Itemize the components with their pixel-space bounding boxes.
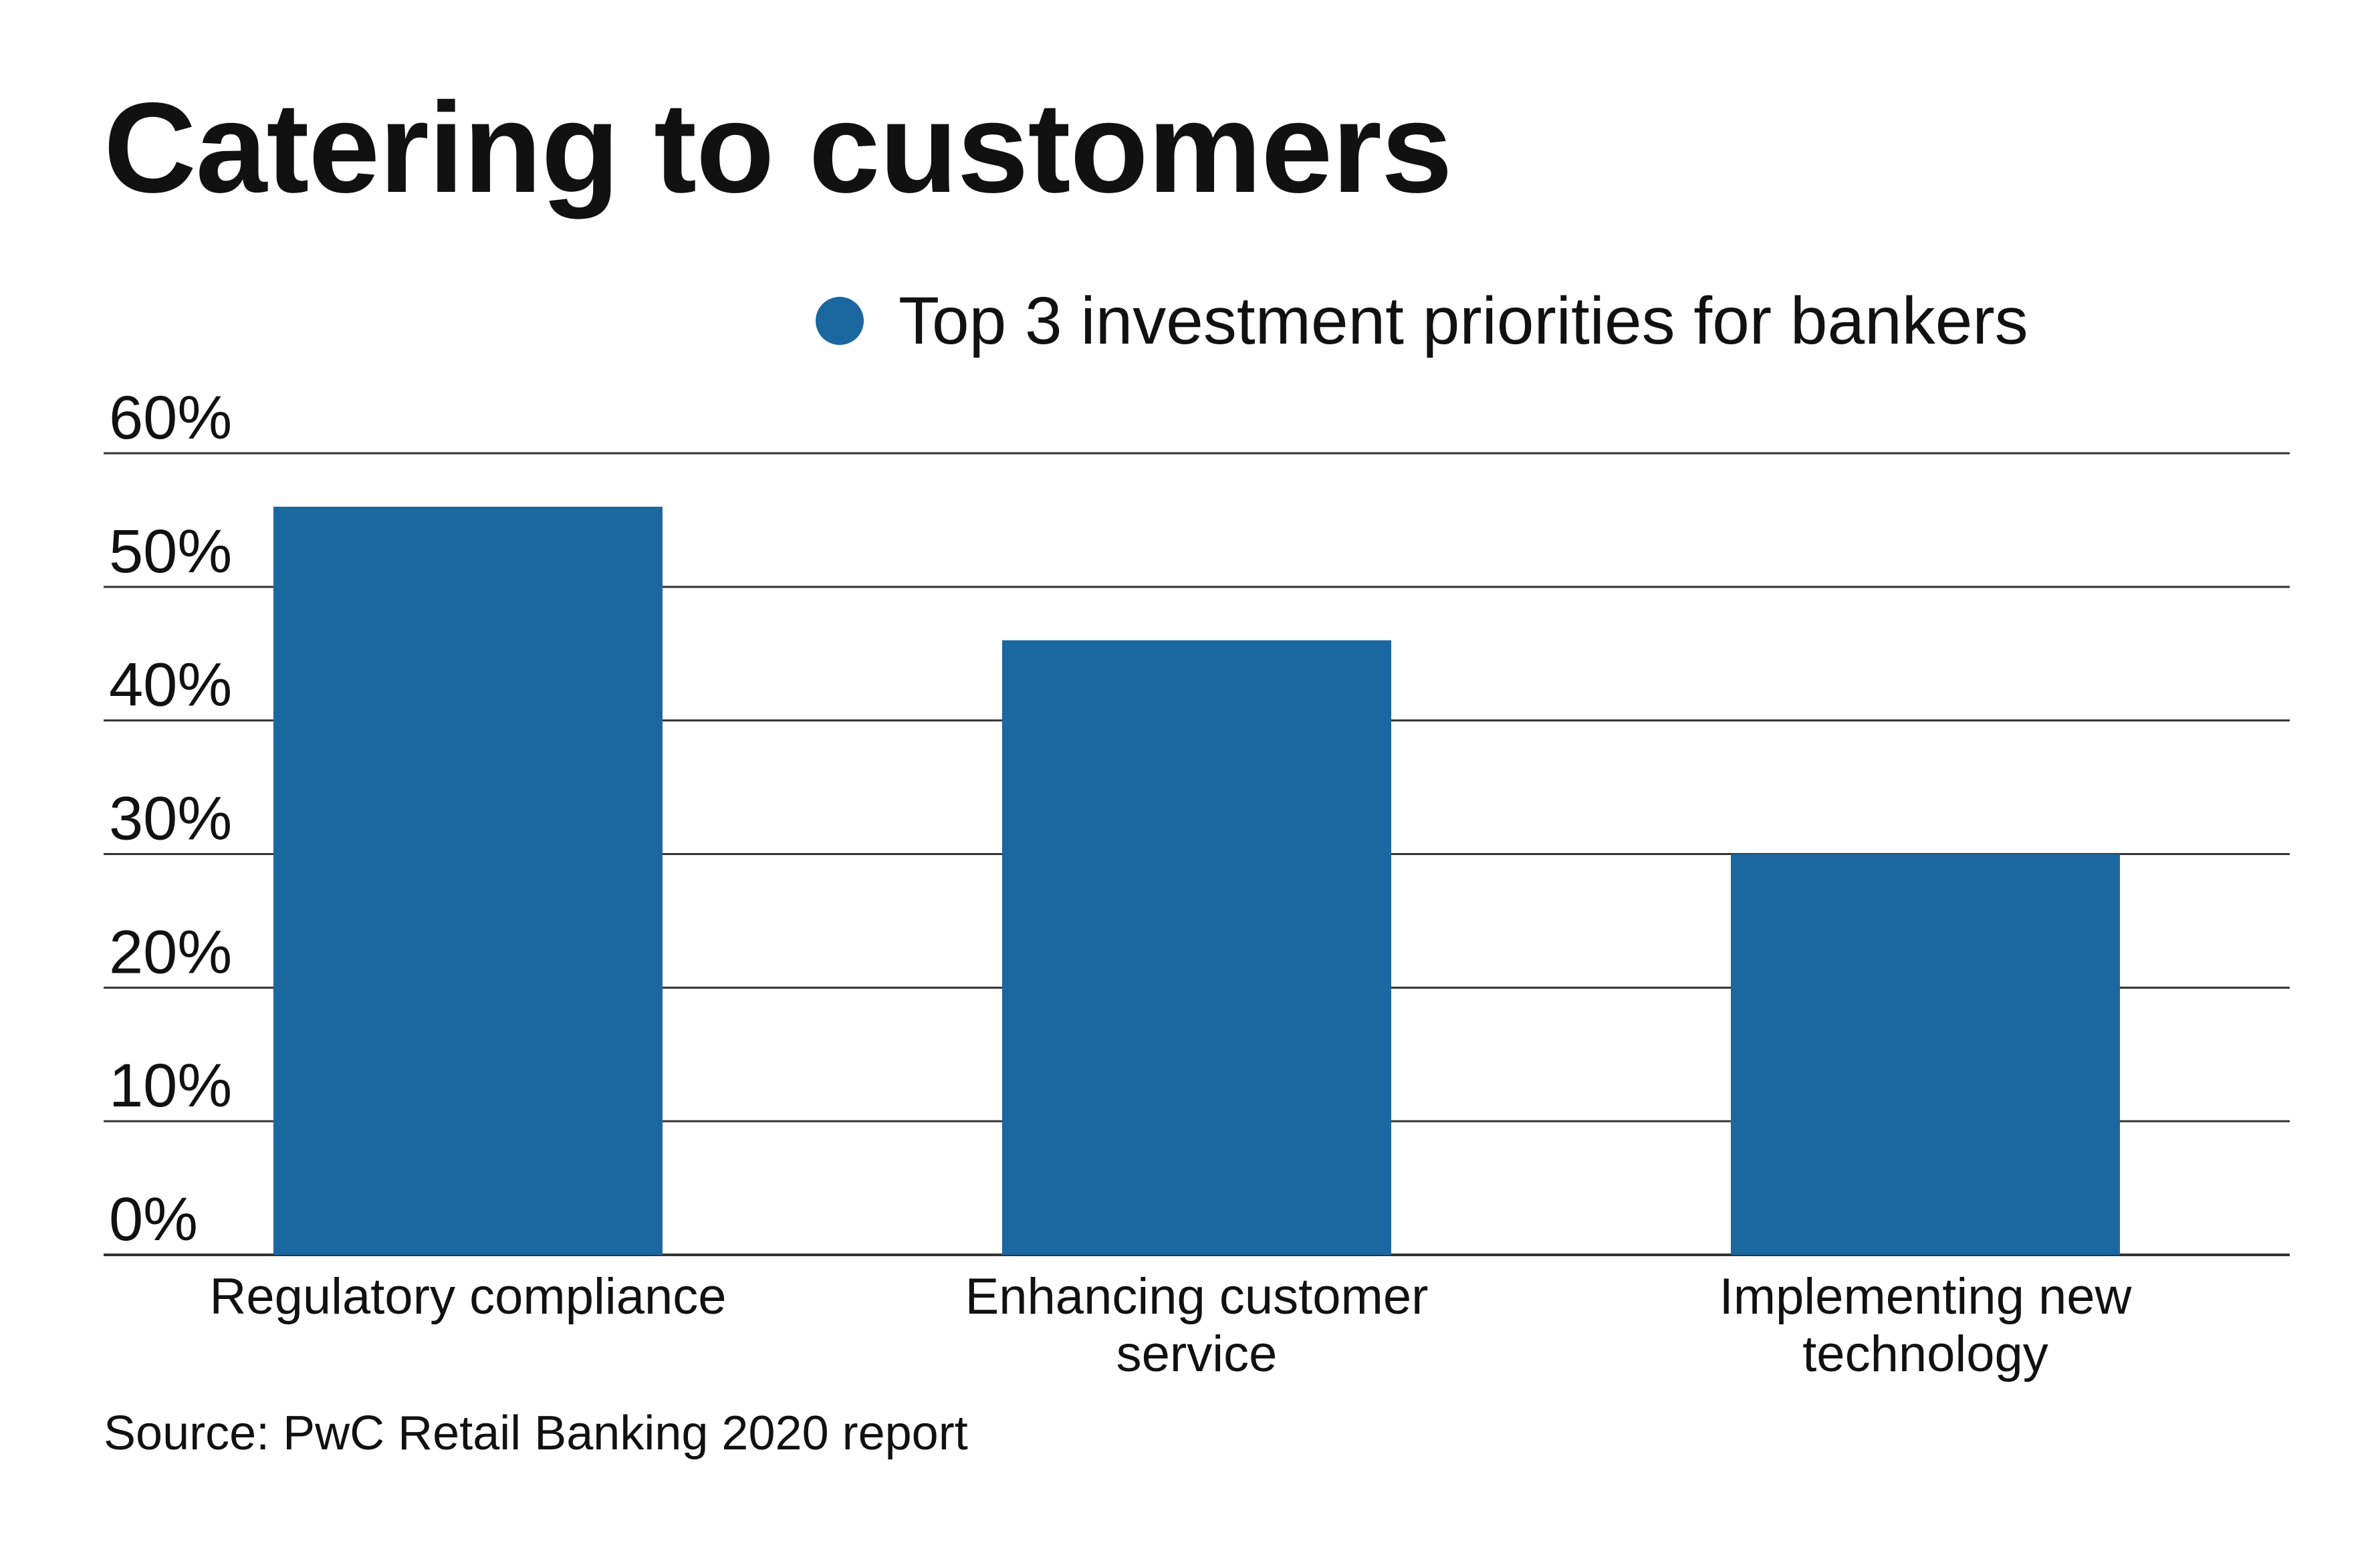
legend: Top 3 investment priorities for bankers: [816, 287, 2028, 354]
bar: [1731, 854, 2120, 1255]
x-category-label: Enhancing customer: [965, 1268, 1429, 1325]
x-category-label: service: [1116, 1326, 1278, 1383]
y-tick-label: 0%: [109, 1185, 198, 1254]
x-category-label: technology: [1802, 1326, 2048, 1383]
y-tick-label: 50%: [109, 517, 232, 586]
x-axis-categories: Regulatory compliance Enhancing customers…: [209, 1268, 2132, 1383]
x-category-label: Regulatory compliance: [209, 1268, 726, 1325]
bars: [273, 506, 2120, 1255]
y-tick-label: 60%: [109, 384, 232, 452]
bar: [273, 506, 663, 1255]
y-tick-label: 40%: [109, 651, 232, 719]
y-axis-ticks: 0% 10% 20% 30% 40% 50% 60%: [109, 384, 232, 1254]
legend-label: Top 3 investment priorities for bankers: [899, 283, 2028, 358]
x-category-label: Implementing new: [1719, 1268, 2133, 1325]
bar: [1002, 640, 1391, 1255]
y-tick-label: 10%: [109, 1052, 232, 1120]
y-tick-label: 30%: [109, 785, 232, 853]
y-tick-label: 20%: [109, 918, 232, 986]
chart-title: Catering to customers: [104, 76, 1453, 219]
source-note: Source: PwC Retail Banking 2020 report: [104, 1407, 968, 1460]
legend-swatch: [816, 297, 864, 345]
